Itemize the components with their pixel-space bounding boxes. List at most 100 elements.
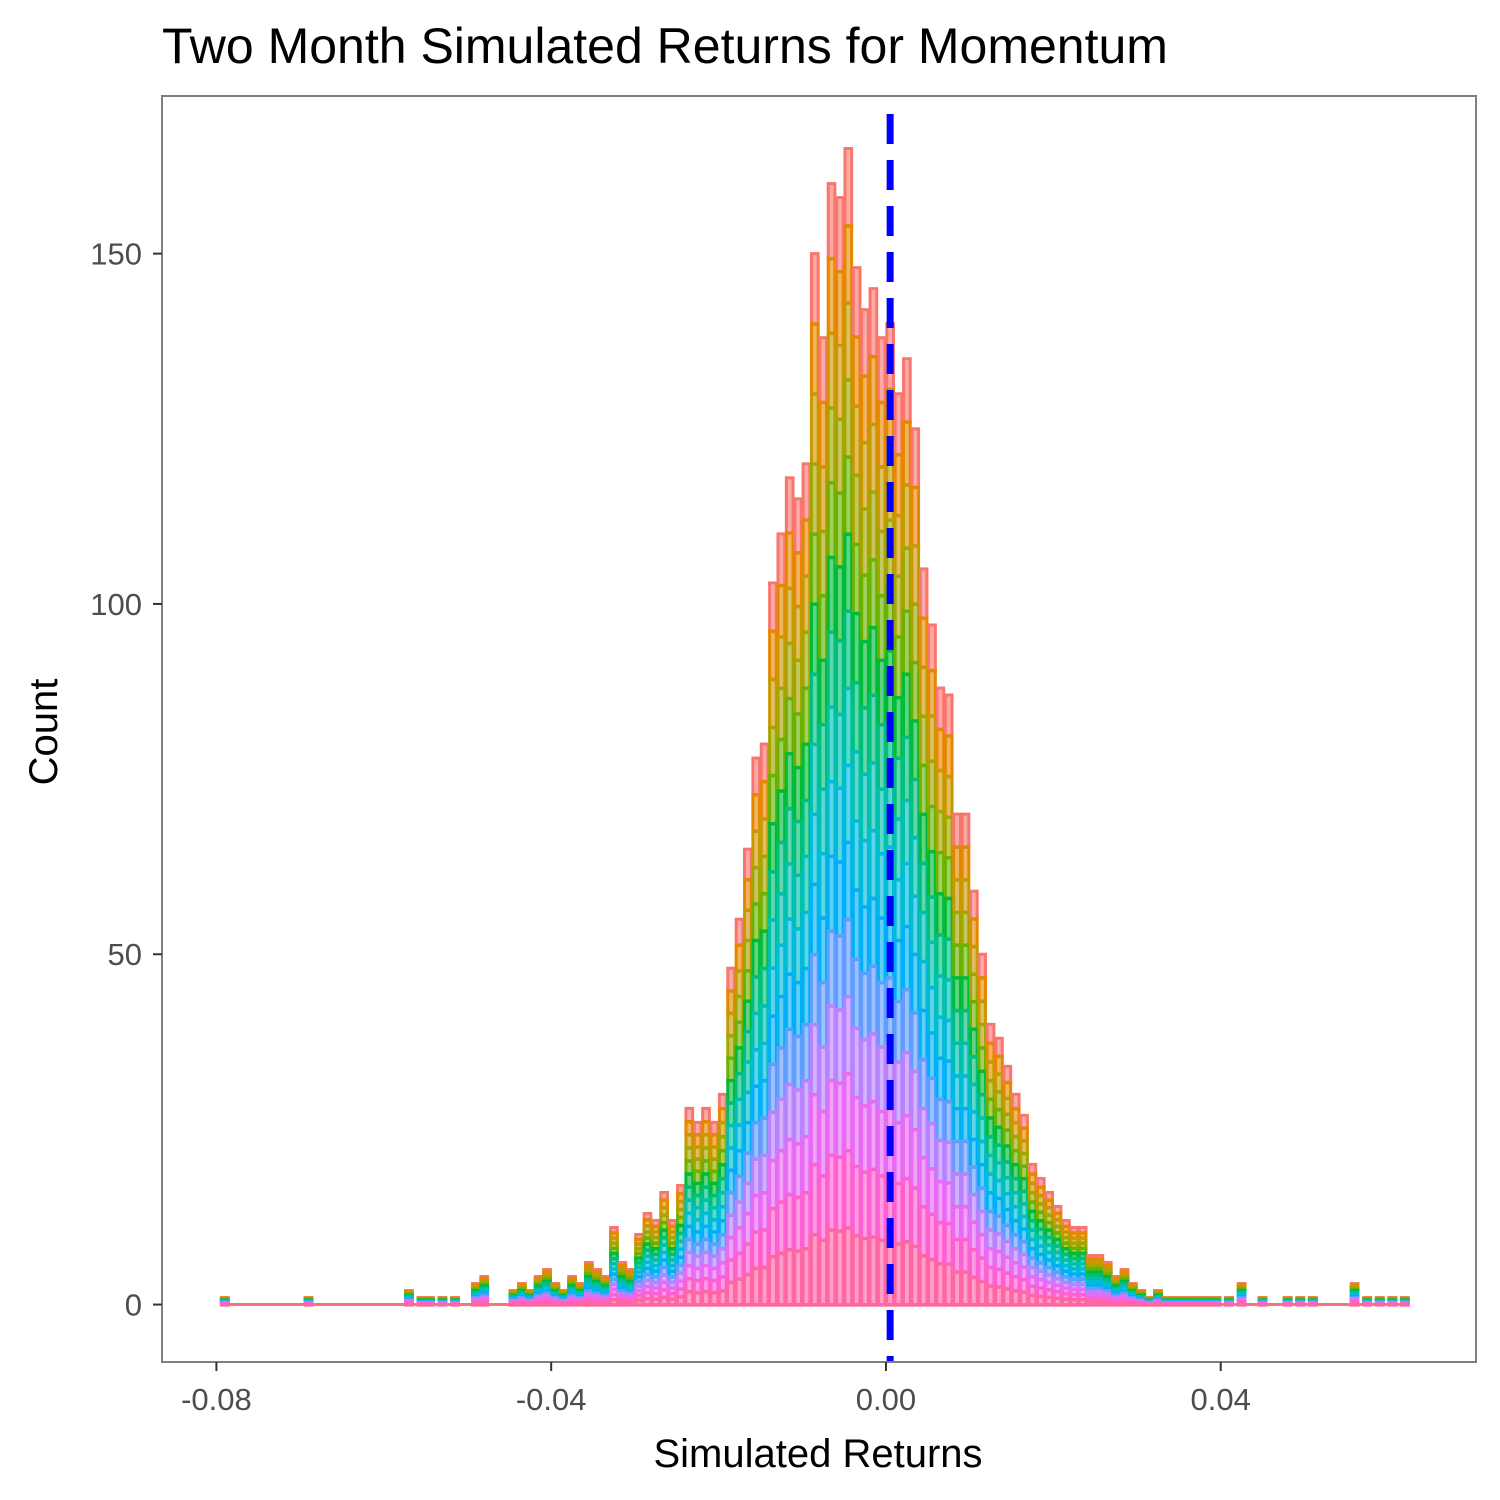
bar-segment — [809, 1092, 820, 1167]
histogram-bar — [952, 812, 962, 1307]
bar-segment — [910, 1011, 921, 1074]
bar-segment — [1002, 1144, 1013, 1164]
x-tick-label: -0.04 — [516, 1382, 587, 1417]
bar-segment — [868, 490, 879, 562]
bar-segment — [734, 1123, 745, 1153]
bar-segment — [952, 845, 962, 882]
bar-segment — [717, 1120, 728, 1139]
histogram-bar — [1086, 1254, 1096, 1307]
bar-segment — [726, 1123, 736, 1150]
bar-segment — [927, 804, 937, 854]
bar-segment — [734, 994, 745, 1025]
bar-segment — [1010, 1204, 1021, 1223]
bar-segment — [751, 1084, 762, 1125]
bar-segment — [876, 594, 887, 663]
bar-segment — [860, 507, 870, 578]
bar-segment — [1035, 1294, 1046, 1307]
bar-segment — [985, 1228, 996, 1251]
histogram-bar — [985, 1022, 996, 1307]
bar-segment — [968, 1220, 979, 1252]
bar-segment — [826, 1078, 837, 1158]
bar-segment — [751, 865, 762, 906]
bar-segment — [1186, 1302, 1197, 1307]
histogram-bar — [575, 1282, 586, 1307]
histogram-bar — [1307, 1296, 1318, 1307]
bar-segment — [918, 1204, 929, 1258]
bar-segment — [776, 994, 787, 1050]
bar-segment — [935, 768, 946, 814]
histogram-bar — [1153, 1289, 1163, 1307]
histogram-bar — [860, 308, 870, 1307]
bar-segment — [1010, 1275, 1021, 1293]
bar-segment — [985, 1153, 996, 1176]
bar-segment — [1400, 1302, 1410, 1307]
bar-segment — [960, 1139, 971, 1176]
bar-segment — [1086, 1299, 1096, 1307]
bar-segment — [943, 1262, 954, 1307]
bar-segment — [826, 256, 837, 336]
bar-segment — [910, 485, 921, 548]
bar-segment — [960, 943, 971, 980]
bar-segment — [709, 1290, 720, 1307]
bar-segment — [793, 1249, 803, 1307]
bar-segment — [843, 455, 854, 536]
histogram-bar — [1224, 1296, 1234, 1307]
plot-panel-border — [161, 95, 1477, 1363]
bar-segment — [751, 1048, 762, 1089]
bar-segment — [1061, 1297, 1071, 1307]
bar-segment — [743, 1029, 753, 1064]
bar-segment — [843, 532, 854, 614]
bar-segment — [851, 266, 862, 339]
bar-segment — [952, 1204, 962, 1242]
bar-segment — [960, 878, 971, 915]
bar-segment — [1010, 1247, 1021, 1265]
bar-segment — [751, 975, 762, 1016]
bar-segment — [943, 1140, 954, 1185]
bar-segment — [902, 672, 912, 740]
bar-segment — [860, 440, 870, 511]
bar-segment — [717, 1134, 728, 1153]
bar-segment — [717, 1218, 728, 1237]
bar-segment — [717, 1275, 728, 1293]
histogram-bar — [1362, 1296, 1373, 1307]
bar-segment — [1010, 1232, 1021, 1251]
bar-segment — [818, 1109, 829, 1178]
bar-segment — [868, 1167, 879, 1239]
bar-segment — [801, 966, 812, 1027]
bar-segment — [943, 1099, 954, 1145]
bar-segment — [759, 1041, 770, 1083]
bar-segment — [768, 966, 778, 1018]
bar-segment — [994, 1107, 1004, 1130]
bar-segment — [726, 1056, 736, 1083]
bar-segment — [726, 1034, 736, 1061]
x-axis-label: Simulated Returns — [653, 1432, 982, 1476]
histogram-bar — [609, 1225, 619, 1307]
bar-segment — [793, 927, 803, 985]
bar-segment — [893, 1242, 904, 1307]
bar-segment — [927, 1257, 937, 1307]
bar-segment — [793, 765, 803, 824]
bar-segment — [927, 940, 937, 990]
bar-segment — [751, 756, 762, 797]
bar-segment — [893, 574, 904, 639]
bar-segment — [717, 1261, 728, 1279]
bar-segment — [952, 1270, 962, 1307]
bar-segment — [843, 917, 854, 999]
histogram-bar — [902, 357, 912, 1307]
bar-segment — [801, 854, 812, 915]
bar-segment — [558, 1302, 569, 1307]
bar-segment — [977, 1046, 988, 1074]
bar-segment — [726, 1146, 736, 1173]
bar-segment — [902, 1113, 912, 1181]
bar-segment — [918, 910, 929, 964]
histogram-bar — [1002, 1064, 1013, 1307]
bar-segment — [893, 635, 904, 700]
bar-segment — [927, 1212, 937, 1262]
bar-segment — [943, 774, 954, 820]
bar-segment — [918, 1155, 929, 1209]
bar-segment — [893, 452, 904, 518]
bar-segment — [684, 1289, 695, 1307]
bar-segment — [868, 354, 879, 427]
histogram-bar — [1027, 1162, 1038, 1307]
bar-segment — [868, 828, 879, 901]
